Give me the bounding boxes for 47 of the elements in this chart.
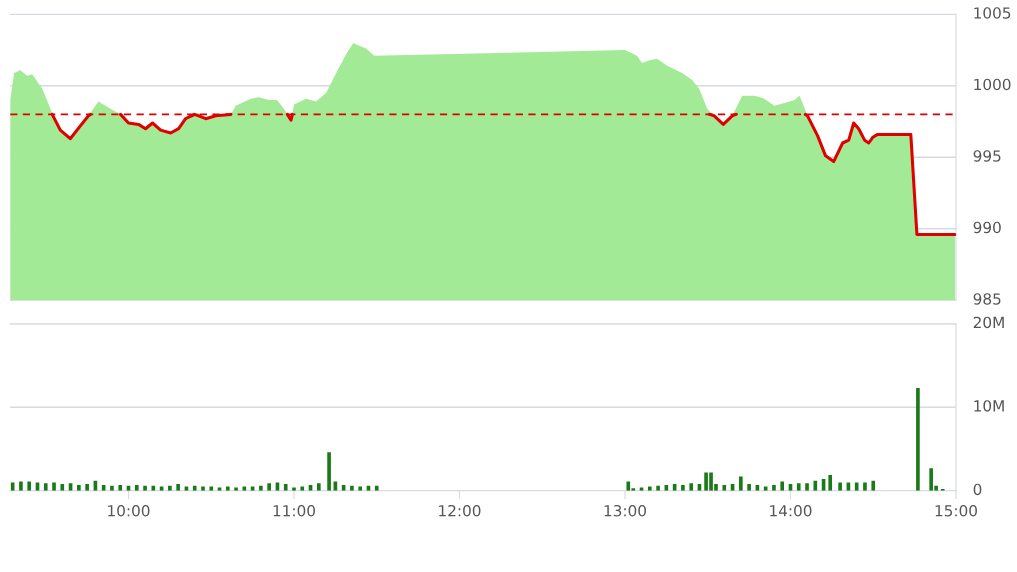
y-tick-label: 1000 xyxy=(974,78,1011,91)
y-tick-label: 990 xyxy=(973,221,1001,234)
bar xyxy=(689,483,694,491)
bar xyxy=(813,480,818,491)
bar xyxy=(854,482,859,491)
bar xyxy=(52,482,56,491)
x-tick-label: 14:00 xyxy=(770,504,812,517)
bar xyxy=(60,484,65,491)
y-tick-label: 985 xyxy=(973,293,1001,305)
bar xyxy=(234,487,238,491)
bar xyxy=(796,483,801,491)
bar xyxy=(739,476,743,491)
y-tick-label: 20M xyxy=(973,316,1004,329)
bar xyxy=(838,482,842,491)
bar xyxy=(722,484,727,491)
y-tick-label: 1005 xyxy=(974,7,1011,19)
y-tick-label: 995 xyxy=(973,150,1001,162)
bar xyxy=(780,481,785,491)
y-tick-label: 0 xyxy=(973,483,982,496)
bar xyxy=(267,483,271,491)
bar xyxy=(19,481,23,491)
bar xyxy=(626,481,631,491)
bar xyxy=(772,484,776,491)
bar xyxy=(27,481,32,491)
bar xyxy=(134,484,139,491)
bar xyxy=(118,484,123,491)
bar xyxy=(863,482,867,491)
bar xyxy=(283,484,288,491)
x-tick-label: 10:00 xyxy=(108,504,150,517)
bar xyxy=(43,483,48,491)
bar xyxy=(871,480,876,491)
x-tick-label: 11:00 xyxy=(273,504,315,517)
bar xyxy=(317,483,321,491)
bar xyxy=(805,483,809,491)
x-tick-label: 15:00 xyxy=(935,504,977,517)
bar xyxy=(77,484,81,491)
bar xyxy=(327,452,331,491)
bar xyxy=(828,474,833,491)
bar xyxy=(176,484,180,491)
y-tick-label: 10M xyxy=(974,400,1004,412)
bar xyxy=(292,487,296,491)
bar xyxy=(747,484,751,491)
bar xyxy=(916,388,920,491)
x-tick-label: 12:00 xyxy=(439,504,481,517)
x-tick-label: 13:00 xyxy=(604,504,646,517)
bar xyxy=(681,484,685,491)
bar xyxy=(85,484,89,491)
